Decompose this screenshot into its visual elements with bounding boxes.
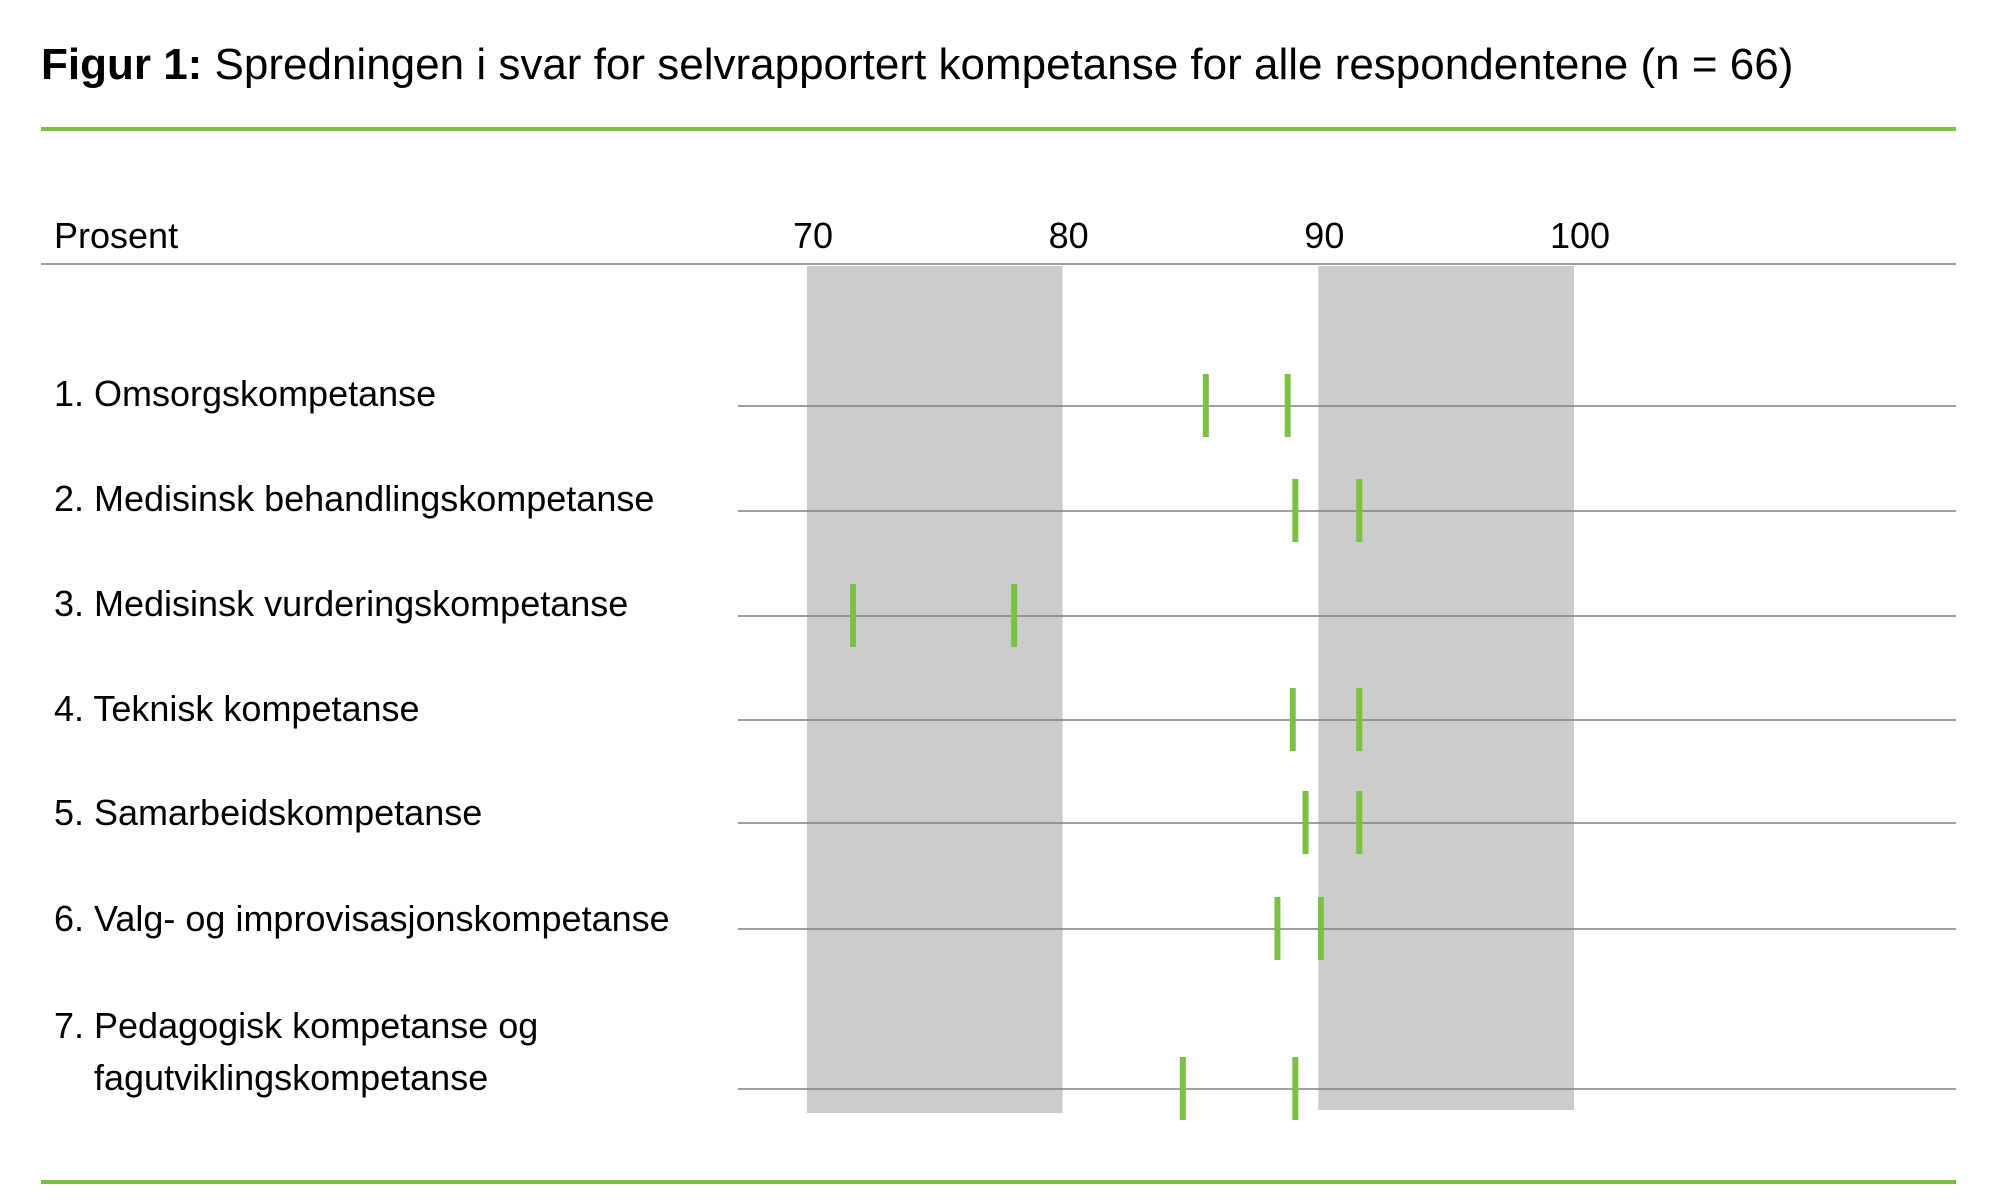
range-min-marker: [1179, 1057, 1186, 1120]
row-label-line: 4. Teknisk kompetanse: [54, 688, 420, 729]
title-text: Spredningen i svar for selvrapportert ko…: [202, 40, 1794, 89]
range-min-marker: [1289, 688, 1296, 751]
row-label-line: 3. Medisinsk vurderingskompetanse: [54, 583, 629, 624]
row-label: 1. Omsorgskompetanse: [54, 368, 436, 420]
range-min-marker: [850, 584, 857, 647]
row-label: 7. Pedagogisk kompetanse og fagutviklings…: [54, 1000, 538, 1104]
range-max-marker: [1356, 688, 1363, 751]
row-label-line: 1. Omsorgskompetanse: [54, 373, 437, 414]
range-max-marker: [1356, 479, 1363, 542]
row-label-line: 5. Samarbeidskompetanse: [54, 792, 483, 833]
tick-label: 100: [1550, 215, 1610, 256]
row-label: 2. Medisinsk behandlingskompetanse: [54, 473, 654, 525]
row-label: 5. Samarbeidskompetanse: [54, 787, 482, 839]
row-label-line: 7. Pedagogisk kompetanse og: [54, 1005, 539, 1046]
tick-label: 70: [793, 215, 833, 256]
row-label: 6. Valg- og improvisasjonskompetanse: [54, 893, 670, 945]
range-max-marker: [1011, 584, 1018, 647]
shaded-band: [807, 266, 1063, 1113]
row-label-line: 2. Medisinsk behandlingskompetanse: [54, 478, 655, 519]
row-label: 4. Teknisk kompetanse: [54, 683, 420, 735]
chart-title: Figur 1: Spredningen i svar for selvrapp…: [41, 40, 1793, 90]
tick-label: 90: [1304, 215, 1344, 256]
tick-label: 80: [1049, 215, 1089, 256]
range-min-marker: [1274, 897, 1281, 960]
range-max-marker: [1317, 897, 1324, 960]
row-label-line: 6. Valg- og improvisasjonskompetanse: [54, 898, 670, 939]
range-min-marker: [1292, 479, 1299, 542]
range-max-marker: [1356, 791, 1363, 854]
range-max-marker: [1292, 1057, 1299, 1120]
figure-number: Figur 1:: [41, 40, 203, 89]
range-max-marker: [1284, 374, 1291, 437]
row-label: 3. Medisinsk vurderingskompetanse: [54, 578, 628, 630]
axis-label: Prosent: [54, 215, 178, 256]
range-min-marker: [1202, 374, 1209, 437]
row-label-line: fagutviklingskompetanse: [94, 1057, 489, 1099]
range-min-marker: [1302, 791, 1309, 854]
